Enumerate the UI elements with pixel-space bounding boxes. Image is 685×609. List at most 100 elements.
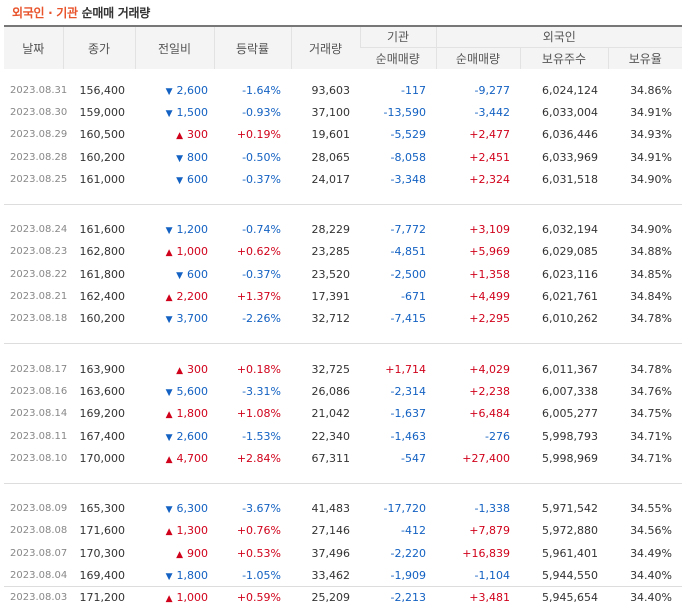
- cell-institution-net: -2,314: [390, 384, 426, 398]
- cell-change: ▼ 5,600: [135, 380, 214, 402]
- cell-date: 2023.08.11: [10, 430, 68, 442]
- cell-date: 2023.08.04: [10, 569, 68, 581]
- cell-ratio: 34.93%: [630, 128, 673, 142]
- title-separator: ·: [44, 6, 57, 20]
- cell-ratio: 34.75%: [630, 407, 673, 421]
- change-value: 2,600: [176, 83, 209, 97]
- row-separator: [4, 190, 682, 204]
- header-date: 날짜: [4, 26, 63, 69]
- header-holdings: 보유주수: [519, 46, 608, 69]
- change-value: 300: [187, 362, 208, 376]
- trading-table: 날짜 종가 전일비 등락률 거래량 기관 외국인 순매매량 순매매량 보유주수 …: [4, 25, 683, 609]
- header-volume: 거래량: [290, 26, 360, 69]
- row-separator: [4, 330, 682, 344]
- title-foreign: 외국인: [12, 6, 45, 20]
- change-value: 1,000: [176, 591, 209, 605]
- triangle-up-icon: ▲: [176, 549, 183, 560]
- change-value: 2,600: [176, 429, 209, 443]
- cell-volume: 23,520: [311, 267, 351, 281]
- cell-ratio: 34.91%: [630, 150, 673, 164]
- cell-date: 2023.08.08: [10, 525, 68, 537]
- cell-institution-net: -671: [401, 290, 426, 304]
- cell-ratio: 34.49%: [630, 546, 673, 560]
- cell-rate: -3.67%: [242, 502, 281, 516]
- cell-date: 2023.08.30: [10, 106, 68, 118]
- change-value: 1,800: [176, 568, 209, 582]
- title-institution: 기관: [56, 6, 78, 20]
- row-separator: [4, 203, 683, 219]
- table-body: 2023.08.31 156,400 ▼ 2,600 -1.64% 93,603 -117-…: [4, 69, 683, 609]
- cell-volume: 28,229: [311, 223, 351, 237]
- cell-change: ▼ 600: [135, 263, 214, 285]
- header-foreign-group: 외국인: [435, 26, 683, 47]
- cell-volume: 32,725: [311, 362, 351, 376]
- cell-foreign-net: -3,442: [474, 105, 510, 119]
- cell-volume: 67,311: [311, 451, 351, 465]
- change-value: 1,000: [176, 245, 209, 259]
- cell-close: 169,400: [79, 568, 126, 582]
- cell-change: ▼ 800: [135, 146, 214, 168]
- cell-institution-net: -5,529: [390, 128, 426, 142]
- cell-close: 159,000: [79, 105, 126, 119]
- triangle-down-icon: ▼: [165, 108, 173, 119]
- triangle-up-icon: ▲: [176, 131, 183, 142]
- cell-foreign-net: +4,029: [469, 362, 510, 376]
- table-row: 2023.08.24 161,600 ▼ 1,200 -0.74% 28,229 -7,77…: [4, 218, 682, 240]
- title-rest: 순매매 거래량: [77, 6, 151, 20]
- triangle-down-icon: ▼: [165, 505, 173, 516]
- cell-foreign-net: +3,109: [469, 223, 510, 237]
- change-value: 1,300: [176, 524, 209, 538]
- change-value: 900: [187, 546, 208, 560]
- cell-institution-net: -412: [401, 524, 426, 538]
- cell-foreign-net: +1,358: [469, 267, 510, 281]
- cell-volume: 19,601: [311, 128, 351, 142]
- table-row: 2023.08.21 162,400 ▲ 2,200 +1.37% 17,391 -671 +…: [4, 285, 682, 307]
- change-value: 4,700: [176, 451, 209, 465]
- table-row: 2023.08.31 156,400 ▼ 2,600 -1.64% 93,603 -117 -…: [4, 79, 682, 101]
- cell-volume: 26,086: [311, 384, 351, 398]
- cell-holdings: 6,023,116: [542, 267, 598, 281]
- triangle-up-icon: ▲: [165, 410, 173, 421]
- cell-rate: -0.74%: [242, 223, 281, 237]
- header-rate: 등락률: [213, 26, 291, 69]
- header-foreign-net: 순매매량: [435, 46, 520, 69]
- change-value: 600: [187, 172, 208, 186]
- header-institution-net: 순매매량: [360, 46, 436, 69]
- cell-date: 2023.08.21: [10, 291, 68, 303]
- cell-close: 161,800: [79, 267, 126, 281]
- cell-institution-net: -13,590: [383, 105, 426, 119]
- cell-holdings: 6,029,085: [542, 245, 598, 259]
- cell-date: 2023.08.31: [10, 84, 68, 96]
- cell-holdings: 6,033,004: [542, 105, 598, 119]
- cell-close: 160,200: [79, 150, 126, 164]
- cell-close: 161,600: [79, 223, 126, 237]
- cell-ratio: 34.78%: [630, 362, 673, 376]
- cell-rate: +2.84%: [236, 451, 281, 465]
- triangle-down-icon: ▼: [165, 571, 173, 582]
- cell-change: ▲ 1,800: [135, 403, 214, 425]
- cell-date: 2023.08.29: [10, 129, 68, 141]
- cell-close: 163,600: [79, 384, 126, 398]
- cell-foreign-net: +27,400: [462, 451, 510, 465]
- triangle-down-icon: ▼: [176, 270, 183, 281]
- cell-ratio: 34.91%: [630, 105, 673, 119]
- triangle-up-icon: ▲: [165, 454, 173, 465]
- cell-holdings: 6,010,262: [542, 312, 598, 326]
- cell-change: ▲ 300: [135, 358, 214, 380]
- cell-date: 2023.08.18: [10, 313, 68, 325]
- change-value: 2,200: [176, 290, 209, 304]
- table-row: 2023.08.29 160,500 ▲ 300 +0.19% 19,601 -5,529 +…: [4, 124, 682, 146]
- cell-institution-net: +1,714: [385, 362, 426, 376]
- cell-ratio: 34.88%: [630, 245, 673, 259]
- cell-close: 165,300: [79, 502, 126, 516]
- cell-volume: 33,462: [311, 568, 351, 582]
- cell-foreign-net: +16,839: [462, 546, 510, 560]
- cell-holdings: 6,036,446: [542, 128, 598, 142]
- table-row: 2023.08.07 170,300 ▲ 900 +0.53% 37,496 -2,220 +…: [4, 542, 682, 564]
- cell-rate: +1.08%: [236, 407, 281, 421]
- table-row: 2023.08.22 161,800 ▼ 600 -0.37% 23,520 -2,500 +…: [4, 263, 682, 285]
- cell-foreign-net: +7,879: [469, 524, 510, 538]
- cell-institution-net: -4,851: [390, 245, 426, 259]
- cell-foreign-net: +2,451: [469, 150, 510, 164]
- change-value: 1,200: [176, 223, 209, 237]
